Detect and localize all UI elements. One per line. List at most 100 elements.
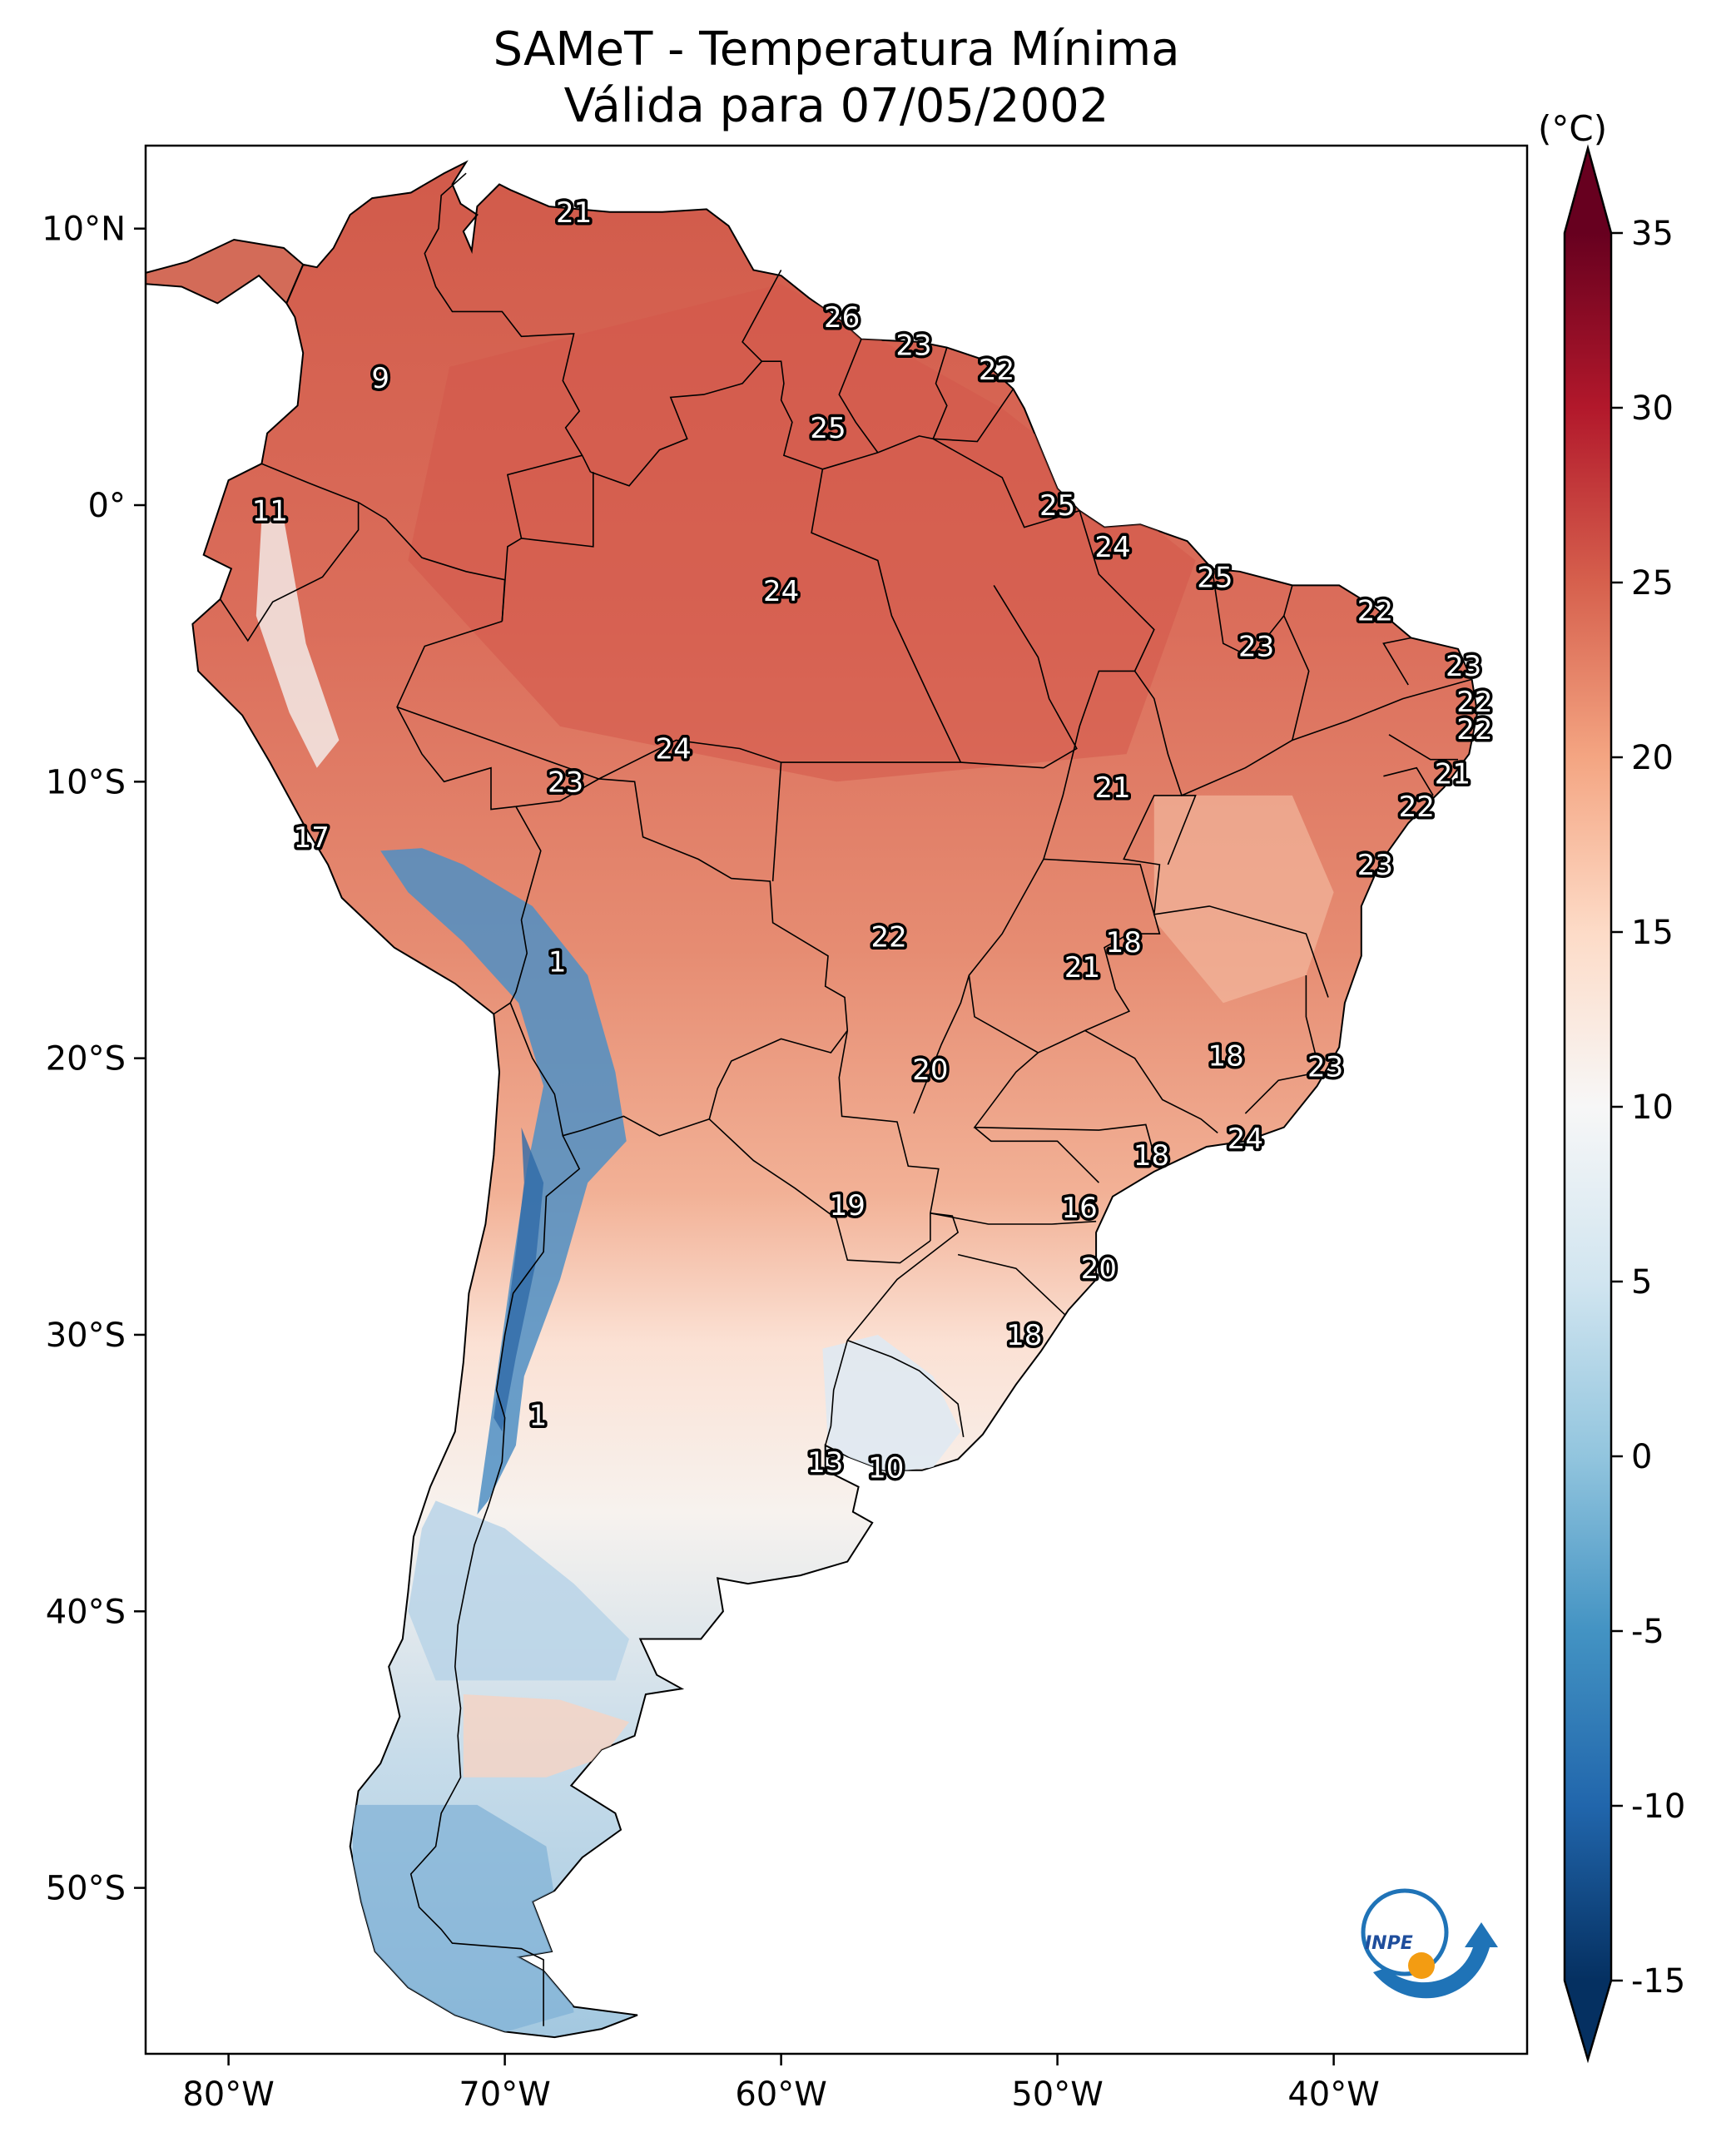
lon-tick-label: 80°W (182, 2075, 274, 2114)
station-value-label: 18 (1006, 1319, 1042, 1352)
logo-sun (1408, 1952, 1435, 1979)
logo-arrow (1373, 1922, 1498, 1999)
colorbar-body (1565, 233, 1611, 1981)
lon-tick-label: 40°W (1287, 2075, 1379, 2114)
station-value-label: 20 (912, 1054, 948, 1087)
border-line (1388, 734, 1458, 761)
lat-tick-label: 0° (88, 487, 126, 525)
station-value-label: 11 (252, 495, 288, 528)
border-line (811, 469, 962, 763)
border-line (409, 1135, 581, 2026)
border-line (957, 1253, 1067, 1316)
lon-tick-label: 50°W (1011, 2075, 1103, 2114)
colorbar-extend-min (1565, 1981, 1611, 2060)
station-value-label: 24 (1094, 531, 1130, 564)
colorbar-tick-label: 0 (1631, 1438, 1652, 1476)
colorbar-tick-label: 5 (1631, 1263, 1652, 1302)
border-line (932, 438, 1080, 528)
border-line (219, 502, 360, 642)
border-line (396, 620, 516, 811)
border-line (932, 347, 948, 439)
logo-text: INPE (1365, 1933, 1413, 1954)
border-line (1043, 510, 1155, 860)
border-line (509, 1002, 710, 1137)
station-value-label: 22 (870, 920, 906, 954)
station-value-label: 25 (1197, 561, 1233, 594)
colorbar-extend-max (1565, 148, 1611, 233)
colorbar-unit-label: (°C) (1538, 108, 1608, 149)
station-value-label: 23 (1357, 849, 1393, 882)
border-line (708, 1118, 931, 1264)
colorbar-tick-label: 15 (1631, 914, 1674, 952)
border-line (1292, 678, 1472, 741)
lat-tick-label: 50°S (46, 1870, 126, 1908)
lat-tick-label: 30°S (46, 1316, 126, 1355)
border-line (1084, 1029, 1218, 1134)
border-line (838, 1030, 940, 1241)
border-line (1244, 975, 1321, 1114)
station-value-label: 26 (824, 301, 860, 335)
border-line (1123, 795, 1329, 998)
lat-tick-label: 20°S (46, 1040, 126, 1078)
map-frame (144, 144, 1529, 2055)
border-line (1211, 568, 1293, 658)
station-value-label: 13 (807, 1446, 843, 1480)
border-line (1382, 637, 1411, 686)
border-line (424, 172, 592, 473)
colorbar-tick-label: 35 (1631, 215, 1674, 253)
station-value-label: 22 (1357, 594, 1393, 627)
border-line (973, 1052, 1155, 1156)
colorbar-tick-label: -10 (1631, 1788, 1685, 1826)
map-title: SAMeT - Temperatura Mínima (493, 22, 1180, 77)
station-value-label: 9 (371, 362, 389, 395)
lat-tick-label: 40°S (46, 1593, 126, 1631)
colorbar: 35 30 25 20 15 10 5 0 -5 -10 -15 (1563, 144, 1685, 2064)
station-value-label: 22 (979, 354, 1014, 387)
border-line (771, 762, 782, 882)
station-value-label: 18 (1133, 1139, 1169, 1173)
station-value-label: 18 (1106, 926, 1142, 959)
station-value-label: 21 (1094, 771, 1130, 805)
colorbar-tick-label: 20 (1631, 739, 1674, 777)
border-line (396, 706, 599, 780)
border-line (824, 1340, 849, 1446)
station-value-label: 22 (1456, 686, 1492, 719)
station-value-label: 23 (548, 766, 583, 799)
station-value-label: 23 (1238, 630, 1274, 663)
lon-tick-label: 60°W (735, 2075, 826, 2114)
latitude-axis: 10°N 0° 10°S 20°S 30°S 40°S 50°S (42, 211, 146, 1908)
lat-tick-label: 10°N (42, 211, 126, 249)
station-value-label: 22 (1456, 713, 1492, 746)
border-line (261, 463, 506, 622)
lon-tick-label: 70°W (459, 2075, 550, 2114)
border-line (993, 584, 1078, 769)
border-line (974, 1127, 1099, 1183)
border-line (838, 339, 879, 454)
station-value-label: 24 (1228, 1123, 1263, 1156)
station-value-label: 24 (655, 732, 691, 766)
colorbar-ticks: 35 30 25 20 15 10 5 0 -5 -10 -15 (1611, 215, 1685, 2001)
border-line (847, 1339, 965, 1438)
border-line (930, 1212, 1097, 1225)
border-line (509, 806, 542, 1004)
station-value-label: 21 (1435, 757, 1471, 791)
border-line (1133, 615, 1310, 796)
station-value-label: 19 (830, 1189, 866, 1222)
inpe-logo: INPE (1361, 1888, 1498, 1999)
station-value-label: 1 (529, 1399, 548, 1432)
station-value-label: 18 (1208, 1039, 1243, 1073)
station-value-label: 21 (1064, 951, 1100, 984)
lat-tick-label: 10°S (46, 763, 126, 801)
station-value-label: 1 (548, 945, 567, 979)
station-value-label: 21 (556, 196, 592, 230)
colorbar-tick-label: 30 (1631, 389, 1674, 428)
station-value-label: 16 (1062, 1192, 1098, 1225)
border-line (521, 472, 594, 548)
colorbar-tick-label: 25 (1631, 564, 1674, 602)
station-value-label: 24 (763, 575, 799, 608)
station-value-label: 10 (868, 1451, 904, 1485)
border-line (822, 388, 1014, 470)
border-line (590, 360, 763, 487)
station-value-label: 23 (895, 329, 931, 362)
